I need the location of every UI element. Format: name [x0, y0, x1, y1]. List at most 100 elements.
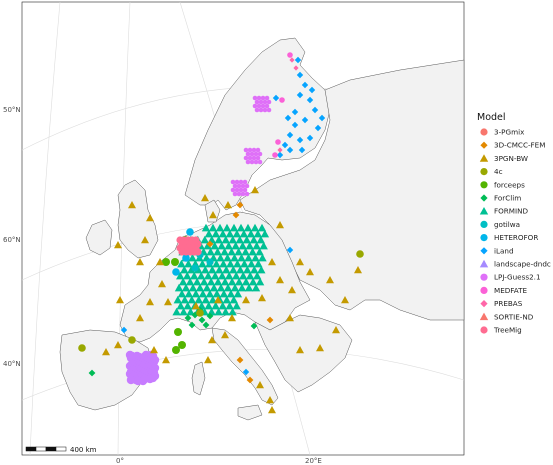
legend-key-4c [480, 168, 488, 176]
site-marker-medfate [126, 375, 136, 385]
site-marker-formind [218, 229, 228, 238]
site-marker-formind [220, 277, 230, 286]
site-marker-lpj-guess2-1 [247, 147, 253, 153]
site-marker-formind [208, 223, 218, 232]
site-marker-formind [241, 247, 250, 256]
site-marker-formind [237, 253, 246, 262]
site-marker-3d-cmcc-fem [266, 316, 274, 324]
site-marker-formind [187, 295, 196, 304]
site-marker-3pgn-bw [266, 396, 274, 404]
site-marker-formind [195, 283, 205, 292]
site-marker-iland [120, 326, 128, 334]
site-marker-medfate [140, 374, 150, 384]
legend-label: MEDFATE [494, 286, 527, 295]
site-marker-formind [180, 265, 189, 274]
site-marker-formind [225, 271, 234, 280]
site-marker-3pgn-bw [276, 221, 284, 229]
legend-key-gotilwa [480, 220, 488, 228]
site-marker-formind [241, 277, 251, 286]
site-marker-formind [177, 259, 186, 268]
site-marker-lpj-guess2-1 [266, 107, 272, 113]
site-marker-lpj-guess2-1 [252, 95, 258, 101]
site-marker-formind [194, 265, 203, 274]
site-marker-iland [311, 106, 319, 114]
legend-label: 3D-CMCC-FEM [494, 141, 545, 150]
site-marker-formind [231, 241, 240, 250]
site-marker-lpj-guess2-1 [264, 95, 270, 101]
site-marker-formind [234, 277, 244, 286]
site-marker-3pgn-bw [136, 314, 144, 322]
site-marker-lpj-guess2-1 [257, 151, 263, 157]
site-marker-formind [234, 247, 243, 256]
site-marker-lpj-guess2-1 [251, 155, 257, 161]
site-marker-formind [198, 289, 208, 298]
site-marker-3pgn-bw [209, 211, 217, 219]
site-marker-formind [232, 301, 241, 310]
site-marker-formind [204, 271, 213, 280]
scandinavia-landmass [184, 37, 331, 211]
legend-key-forceeps [480, 181, 488, 189]
site-marker-formind [237, 283, 247, 292]
site-marker-lpj-guess2-1 [255, 147, 261, 153]
site-marker-lpj-guess2-1 [242, 179, 248, 185]
site-marker-medfate [279, 97, 285, 103]
site-marker-iland [242, 368, 250, 376]
site-marker-formind [211, 301, 220, 310]
site-marker-3pgn-bw [164, 298, 172, 306]
site-marker-iland [314, 124, 322, 132]
site-marker-forclim [202, 321, 210, 329]
site-marker-medfate [287, 52, 293, 58]
site-marker-formind [181, 283, 191, 292]
site-marker-lpj-guess2-1 [256, 95, 262, 101]
site-marker-lpj-guess2-1 [249, 151, 255, 157]
site-marker-heterofor [182, 254, 190, 262]
site-marker-iland [296, 136, 304, 144]
site-marker-4c [78, 344, 86, 352]
site-marker-formind [232, 229, 242, 238]
site-marker-lpj-guess2-1 [244, 191, 250, 197]
site-marker-3pgn-bw [268, 258, 276, 266]
site-marker-3pgn-bw [296, 258, 304, 266]
site-marker-formind [250, 265, 259, 274]
site-marker-3pgn-bw [116, 296, 124, 304]
site-marker-formind [212, 259, 221, 268]
site-marker-formind [220, 247, 229, 256]
site-marker-formind [192, 277, 202, 286]
site-marker-forceeps [178, 341, 186, 349]
site-marker-formind [238, 241, 247, 250]
site-marker-forclim [188, 321, 196, 329]
site-marker-formind [190, 271, 199, 280]
site-marker-formind [227, 277, 237, 286]
site-marker-forceeps [174, 328, 182, 336]
site-marker-3pgn-bw [306, 268, 314, 276]
site-marker-formind [184, 289, 194, 298]
site-marker-3d-cmcc-fem [246, 376, 254, 384]
site-marker-4c [356, 250, 364, 258]
legend-key-forclim [480, 194, 488, 202]
legend-key-medfate [480, 286, 488, 294]
site-marker-forclim [184, 314, 192, 322]
site-marker-lpj-guess2-1 [260, 103, 266, 109]
site-marker-formind [211, 229, 221, 238]
site-marker-lpj-guess2-1 [236, 183, 242, 189]
site-marker-formind [222, 295, 231, 304]
site-marker-formind [183, 271, 192, 280]
site-marker-formind [255, 247, 264, 256]
site-marker-lpj-guess2-1 [254, 107, 260, 113]
legend-label: landscape-dndc [494, 260, 551, 269]
scale-bar: 400 km [25, 446, 97, 454]
site-marker-iland [286, 131, 294, 139]
site-marker-3pgn-bw [156, 258, 164, 266]
site-marker-formind [216, 253, 225, 262]
site-marker-formind [200, 235, 209, 244]
legend-key-3d-cmcc-fem [480, 141, 488, 149]
site-marker-formind [236, 223, 246, 232]
site-marker-formind [235, 235, 244, 244]
site-marker-3pgn-bw [102, 348, 110, 356]
site-marker-formind [180, 295, 189, 304]
site-marker-formind [228, 307, 237, 316]
legend-key-3-pgmix [480, 128, 488, 136]
site-marker-3d-cmcc-fem [232, 211, 240, 219]
site-marker-formind [250, 223, 260, 232]
